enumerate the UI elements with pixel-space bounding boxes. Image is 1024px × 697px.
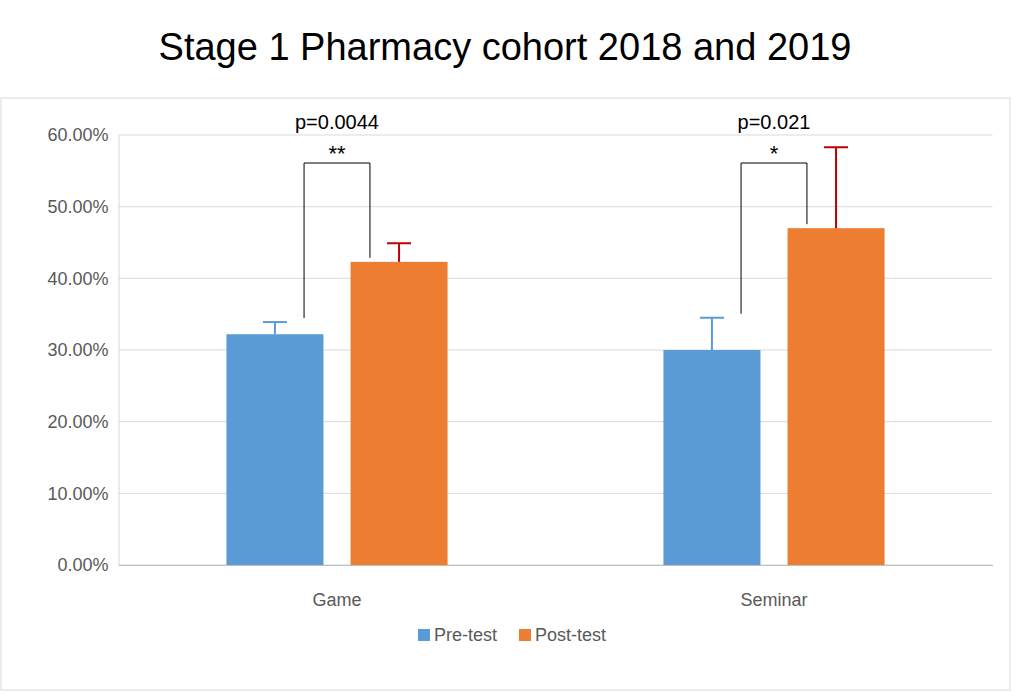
bar <box>226 334 323 565</box>
title: Stage 1 Pharmacy cohort 2018 and 2019 <box>159 26 852 68</box>
y-tick-label: 50.00% <box>47 197 108 217</box>
x-axis: Game Seminar <box>119 565 993 610</box>
legend-swatch <box>418 629 430 641</box>
error-bar-stem <box>398 243 400 262</box>
chart: Stage 1 Pharmacy cohort 2018 and 2019 0.0… <box>0 0 1024 697</box>
error-bar-cap <box>824 146 848 148</box>
y-axis-line <box>119 136 120 566</box>
error-bar <box>263 322 287 334</box>
significance-bracket <box>741 163 807 314</box>
bar <box>663 350 760 565</box>
y-tick: 20.00% <box>47 412 118 432</box>
error-bar <box>700 318 724 350</box>
y-axis: 0.00% 10.00% 20.00% 30.00% 40.00% 50.00% 60.00… <box>47 125 119 575</box>
y-tick: 30.00% <box>47 340 118 360</box>
p-value-label: p=0.0044 <box>295 111 379 133</box>
y-tick: 60.00% <box>47 125 118 145</box>
x-tick-label: Seminar <box>740 590 807 610</box>
significance-stars: * <box>770 141 779 166</box>
y-tick-label: 0.00% <box>57 555 108 575</box>
bar <box>788 228 885 565</box>
error-bar-cap <box>700 317 724 319</box>
legend-label: Post-test <box>535 625 606 645</box>
error-bar-stem <box>274 322 276 334</box>
y-tick-label: 20.00% <box>47 412 108 432</box>
plot-area <box>226 147 884 565</box>
significance-bracket <box>304 163 370 318</box>
x-axis-line <box>119 565 993 566</box>
bar <box>351 262 448 565</box>
grid-line <box>119 135 993 136</box>
chart-frame <box>1 98 1010 690</box>
grid-line <box>119 206 993 207</box>
x-tick-label: Game <box>312 590 361 610</box>
error-bar-cap <box>263 321 287 323</box>
grid <box>119 135 993 565</box>
error-bar <box>824 147 848 228</box>
y-tick: 10.00% <box>47 484 118 504</box>
y-tick-label: 60.00% <box>47 125 108 145</box>
legend-item: Post-test <box>519 625 606 645</box>
x-tick: Seminar <box>740 565 807 610</box>
significance-stars: ** <box>328 141 346 166</box>
error-bar <box>387 243 411 262</box>
y-tick-label: 30.00% <box>47 340 108 360</box>
y-tick: 50.00% <box>47 197 118 217</box>
y-tick: 0.00% <box>57 555 118 575</box>
x-tick: Game <box>312 565 361 610</box>
error-bar-stem <box>711 318 713 350</box>
error-bar-cap <box>387 242 411 244</box>
y-tick-label: 40.00% <box>47 269 108 289</box>
legend: Pre-test Post-test <box>418 625 606 645</box>
legend-swatch <box>519 629 531 641</box>
y-tick: 40.00% <box>47 269 118 289</box>
y-tick-label: 10.00% <box>47 484 108 504</box>
annotations: ** p=0.0044 * p=0.021 <box>295 111 810 318</box>
error-bar-stem <box>835 147 837 228</box>
p-value-label: p=0.021 <box>738 111 811 133</box>
legend-item: Pre-test <box>418 625 497 645</box>
series <box>226 318 760 565</box>
series <box>351 147 885 565</box>
legend-label: Pre-test <box>434 625 497 645</box>
